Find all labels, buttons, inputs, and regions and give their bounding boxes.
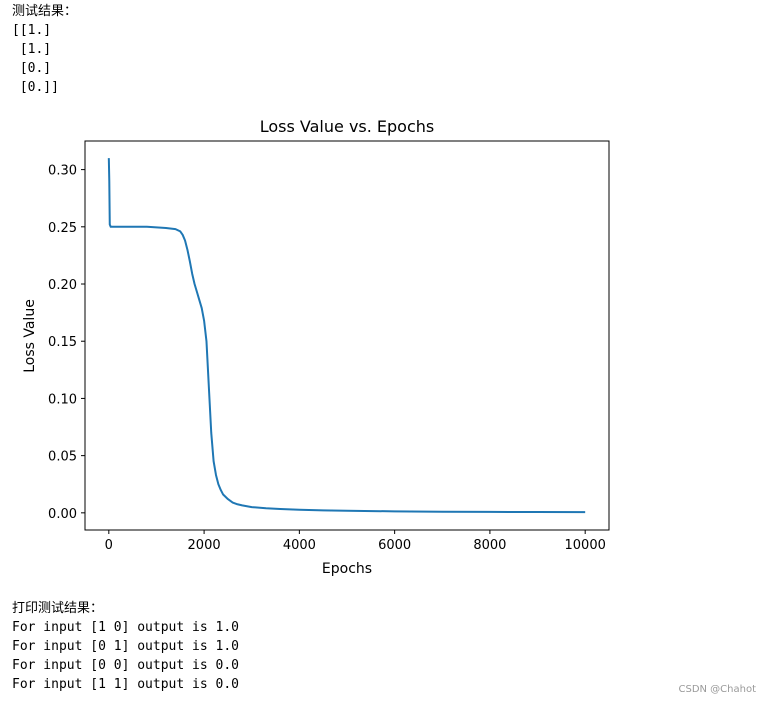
y-tick-label: 0.15 — [48, 335, 77, 350]
bottom-output-line: For input [0 1] output is 1.0 — [12, 639, 239, 654]
x-axis-ticks: 0 2000 4000 6000 8000 10000 — [105, 530, 606, 553]
x-axis-label: Epochs — [322, 561, 372, 577]
bottom-output-line: 打印测试结果： — [12, 601, 104, 616]
plot-frame — [84, 140, 610, 531]
y-tick-label: 0.20 — [48, 278, 77, 293]
chart-title: Loss Value vs. Epochs — [260, 117, 435, 136]
x-tick-label: 2000 — [188, 538, 221, 553]
bottom-output-line: For input [0 0] output is 0.0 — [12, 658, 239, 673]
x-tick-label: 4000 — [283, 538, 316, 553]
loss-curve — [107, 158, 586, 514]
y-axis-ticks: 0.00 0.05 0.10 0.15 0.20 0.25 0.30 — [48, 164, 85, 522]
y-tick-label: 0.25 — [48, 221, 77, 236]
x-tick-label: 6000 — [378, 538, 411, 553]
top-output-line: [[1.] — [12, 23, 52, 38]
top-test-output: 测试结果： [[1.] [1.] [0.] [0.]] — [12, 2, 77, 97]
y-tick-label: 0.00 — [48, 507, 77, 522]
top-output-line: [0.] — [12, 61, 52, 76]
bottom-output-line: For input [1 0] output is 1.0 — [12, 620, 239, 635]
x-tick-label: 10000 — [565, 538, 606, 553]
bottom-output-line: For input [1 1] output is 0.0 — [12, 677, 239, 692]
loss-chart: Loss Value vs. Epochs 0 2000 4000 6000 8000 1… — [22, 117, 610, 577]
y-axis-label: Loss Value — [22, 299, 38, 373]
bottom-test-output: 打印测试结果： For input [1 0] output is 1.0 For … — [12, 599, 239, 694]
x-tick-label: 0 — [105, 538, 113, 553]
y-tick-label: 0.10 — [48, 392, 77, 407]
x-tick-label: 8000 — [473, 538, 506, 553]
y-tick-label: 0.05 — [48, 450, 77, 465]
top-output-line: [0.]] — [12, 80, 59, 95]
watermark: CSDN @Chahot — [678, 684, 756, 695]
y-tick-label: 0.30 — [48, 164, 77, 179]
top-output-line: [1.] — [12, 42, 52, 57]
top-output-line: 测试结果： — [12, 4, 78, 19]
